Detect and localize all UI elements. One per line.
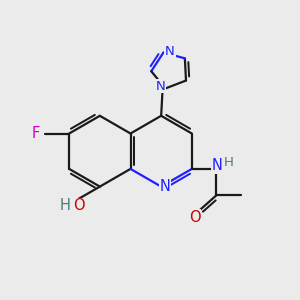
Text: F: F	[32, 126, 40, 141]
Text: N: N	[160, 179, 170, 194]
Text: N: N	[212, 158, 223, 173]
Text: O: O	[189, 210, 201, 225]
Text: N: N	[156, 80, 166, 93]
Text: O: O	[74, 198, 85, 213]
Text: H: H	[60, 198, 70, 213]
Text: N: N	[165, 45, 175, 58]
Text: H: H	[224, 156, 234, 169]
